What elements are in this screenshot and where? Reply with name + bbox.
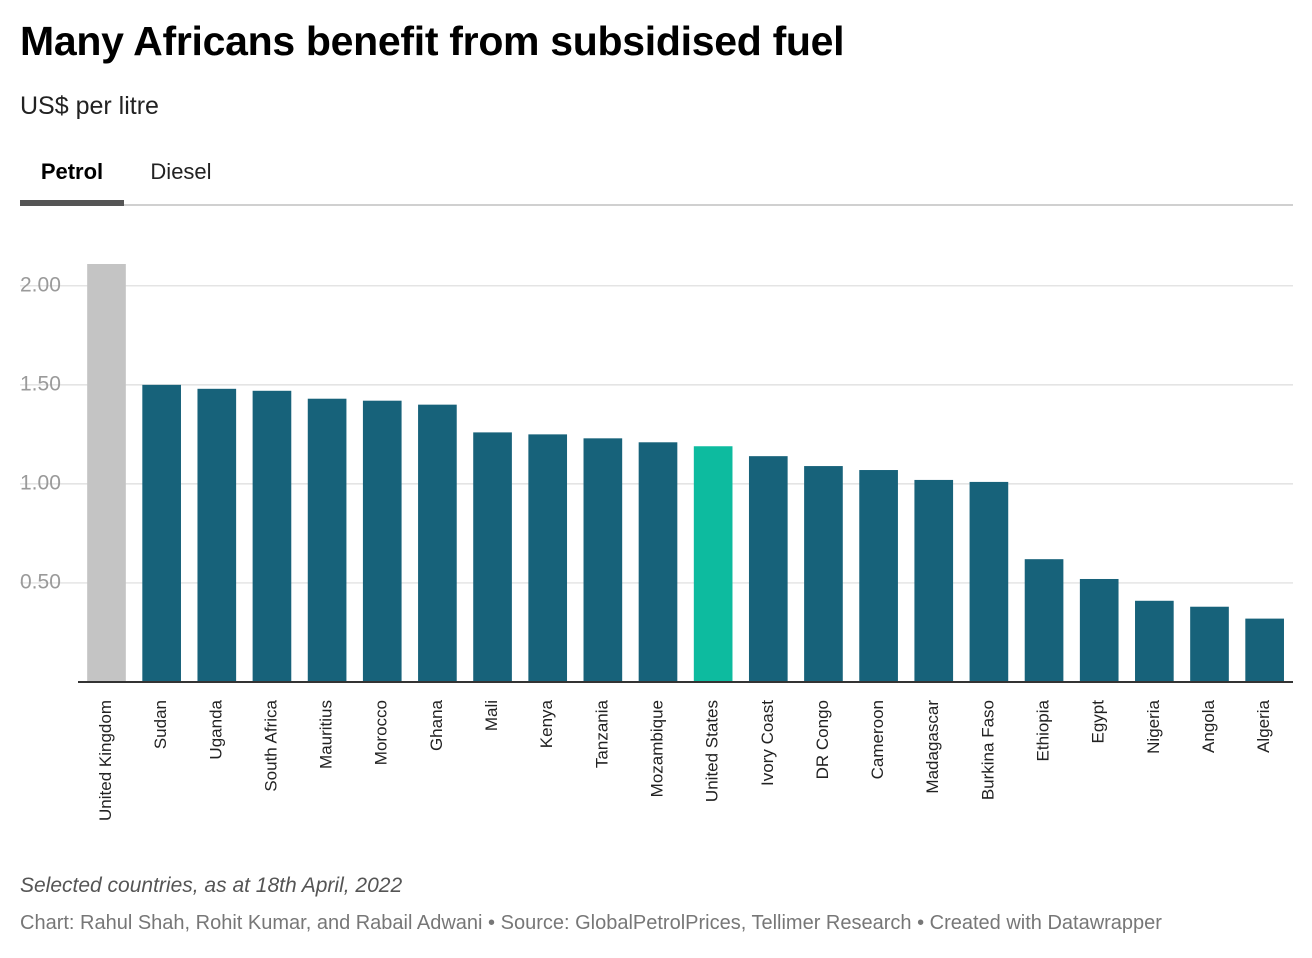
bar-ivory-coast — [748, 456, 788, 682]
x-tick-label: Ivory Coast — [758, 700, 777, 786]
y-tick-label: 0.50 — [20, 570, 61, 593]
y-tick-label: 1.00 — [20, 471, 61, 494]
x-tick-label: Nigeria — [1144, 699, 1163, 753]
x-tick-label: Tanzania — [592, 699, 611, 768]
x-tick-label: Uganda — [206, 699, 225, 759]
bar-mauritius — [307, 398, 347, 682]
bar-angola — [1190, 606, 1229, 682]
x-tick-label: Cameroon — [868, 700, 887, 779]
x-tick-label: Mauritius — [317, 700, 336, 769]
bar-south-africa — [252, 390, 292, 682]
y-tick-label: 2.00 — [20, 273, 61, 296]
bar-mali — [473, 432, 512, 682]
bar-united-kingdom — [87, 264, 126, 682]
x-tick-label: Egypt — [1089, 700, 1108, 744]
x-tick-label: Sudan — [151, 700, 170, 749]
x-tick-label: Angola — [1199, 699, 1218, 752]
x-tick-label: United Kingdom — [96, 700, 115, 821]
x-tick-label: Algeria — [1254, 699, 1273, 752]
bar-burkina-faso — [969, 481, 1009, 682]
bar-ghana — [418, 404, 457, 682]
y-tick-label: 1.50 — [20, 372, 61, 395]
bar-united-states — [693, 446, 733, 682]
bar-ethiopia — [1024, 559, 1064, 682]
chart-credits: Chart: Rahul Shah, Rohit Kumar, and Raba… — [20, 912, 1162, 934]
bar-algeria — [1245, 618, 1284, 682]
x-tick-label: Ethiopia — [1034, 699, 1053, 761]
bar-uganda — [197, 388, 237, 682]
x-tick-label: Mali — [482, 700, 501, 731]
bar-tanzania — [583, 438, 623, 682]
chart-title: Many Africans benefit from subsidised fu… — [20, 18, 845, 64]
x-tick-label: Kenya — [537, 699, 556, 748]
x-tick-label: DR Congo — [813, 700, 832, 779]
x-tick-label: South Africa — [261, 699, 280, 791]
fuel-tabs: Petrol Diesel — [20, 150, 1293, 206]
bar-madagascar — [914, 479, 954, 682]
bar-kenya — [528, 434, 568, 682]
bar-mozambique — [638, 442, 678, 682]
bar-chart: 0.50 1.00 1.50 2.00 United Kingdom Sudan Ugand… — [20, 264, 1293, 821]
tab-diesel[interactable]: Diesel — [150, 159, 212, 184]
x-tick-label: Morocco — [372, 700, 391, 765]
bar-dr-congo — [804, 466, 843, 682]
tab-petrol[interactable]: Petrol — [20, 150, 124, 206]
x-tick-label: Burkina Faso — [978, 700, 997, 800]
x-tick-label: Madagascar — [923, 700, 942, 794]
bar-cameroon — [859, 470, 898, 682]
chart-note: Selected countries, as at 18th April, 20… — [20, 874, 403, 897]
bar-sudan — [142, 384, 181, 682]
chart-subtitle: US$ per litre — [20, 92, 159, 120]
x-tick-label: Mozambique — [647, 700, 666, 797]
x-tick-label: United States — [703, 700, 722, 802]
x-tick-label: Ghana — [427, 699, 446, 751]
bar-morocco — [362, 400, 402, 682]
bar-egypt — [1079, 578, 1119, 682]
bar-nigeria — [1135, 600, 1174, 682]
